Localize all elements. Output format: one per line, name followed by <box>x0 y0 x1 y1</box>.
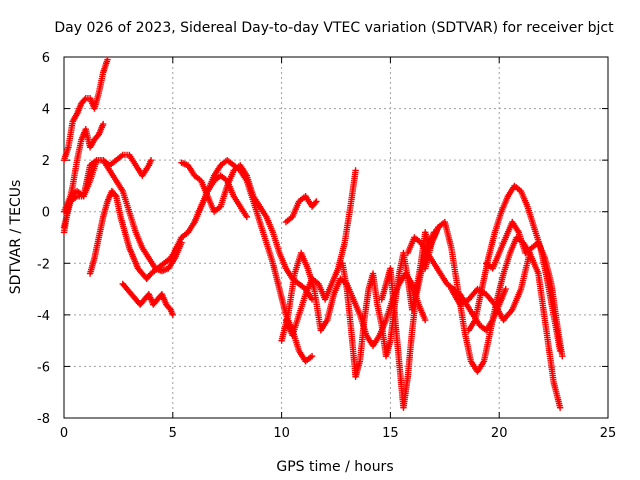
data-point <box>313 198 320 205</box>
series-arc-8 <box>178 159 316 303</box>
y-tick-label: -4 <box>37 309 50 324</box>
y-tick-label: -8 <box>37 412 50 427</box>
data-point <box>556 404 564 411</box>
series-arc-4 <box>60 151 155 231</box>
y-tick-label: -2 <box>37 257 50 272</box>
data-point <box>81 96 88 103</box>
data-point <box>308 352 316 360</box>
x-tick-labels: 0 5 10 15 20 25 <box>60 426 616 441</box>
series-arc-3 <box>60 156 185 275</box>
y-tick-labels: -8 -6 -4 -2 0 2 4 6 <box>37 51 50 427</box>
data-point <box>422 316 429 324</box>
series-arc-11 <box>282 167 359 339</box>
plot-frame <box>63 56 609 419</box>
chart-title: Day 026 of 2023, Sidereal Day-to-day VTE… <box>54 20 614 36</box>
grid-lines <box>64 57 608 418</box>
x-axis-label: GPS time / hours <box>276 459 393 475</box>
series-arc-19 <box>482 218 566 360</box>
data-point <box>312 199 319 206</box>
data-point <box>169 311 176 319</box>
x-tick-label: 25 <box>600 426 617 441</box>
y-tick-label: 6 <box>42 51 50 66</box>
data-points <box>60 56 566 411</box>
y-axis-label: SDTVAR / TECUs <box>8 180 24 295</box>
x-tick-label: 5 <box>169 426 177 441</box>
y-tick-label: -6 <box>37 360 50 375</box>
x-tick-label: 15 <box>382 426 399 441</box>
y-tick-label: 0 <box>42 206 50 221</box>
y-tick-label: 4 <box>42 103 50 118</box>
axis-ticks <box>63 56 609 419</box>
x-tick-label: 20 <box>491 426 508 441</box>
data-point <box>111 191 119 199</box>
data-point <box>502 285 509 293</box>
series-arc-5 <box>86 187 181 282</box>
data-point <box>559 352 566 360</box>
x-tick-label: 0 <box>60 426 68 441</box>
x-tick-label: 10 <box>273 426 290 441</box>
data-point <box>99 120 107 128</box>
data-point <box>147 156 155 164</box>
series-arc-1 <box>60 56 111 164</box>
series-arc-12 <box>282 193 320 226</box>
series-arc-9 <box>191 172 250 226</box>
data-point <box>243 213 250 221</box>
series-arc-17 <box>448 249 564 411</box>
data-point <box>104 56 111 63</box>
y-tick-label: 2 <box>42 154 50 169</box>
data-point <box>352 167 359 174</box>
series-arc-6 <box>119 280 176 319</box>
